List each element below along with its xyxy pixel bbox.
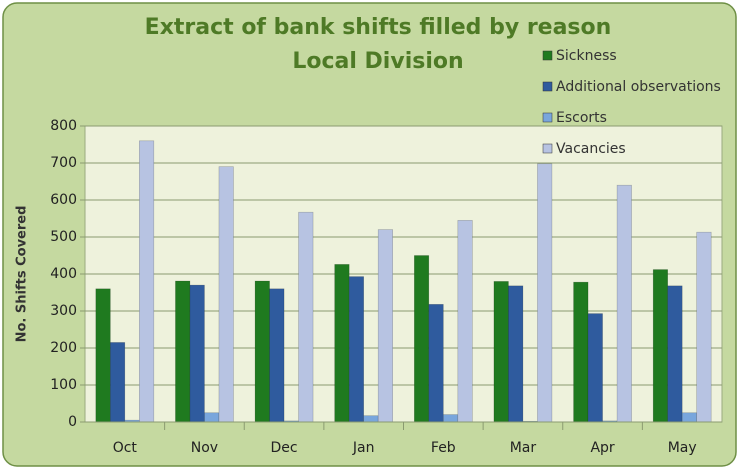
bar xyxy=(652,269,668,423)
bar xyxy=(616,184,632,423)
bar xyxy=(254,280,270,423)
chart-subtitle: Local Division xyxy=(292,49,463,74)
y-axis-label: No. Shifts Covered xyxy=(15,206,30,343)
bar xyxy=(363,415,379,423)
bar xyxy=(348,276,364,423)
x-tick-label: May xyxy=(668,440,697,456)
bar xyxy=(573,281,589,423)
bar xyxy=(218,166,234,423)
legend-label: Additional observations xyxy=(556,79,721,95)
y-tick-label: 0 xyxy=(68,414,77,430)
legend-label: Sickness xyxy=(556,48,617,64)
y-tick-label: 600 xyxy=(50,192,77,208)
x-tick-label: Mar xyxy=(510,440,537,456)
x-tick-label: Dec xyxy=(271,440,298,456)
chart-title: Extract of bank shifts filled by reason xyxy=(145,15,612,40)
bar xyxy=(696,231,712,423)
bar xyxy=(493,281,509,423)
bar xyxy=(189,284,205,423)
bar xyxy=(139,140,155,423)
x-tick-label: Jan xyxy=(352,440,375,456)
bar xyxy=(204,412,220,423)
y-tick-label: 200 xyxy=(50,340,77,356)
bar xyxy=(681,412,697,423)
bar xyxy=(443,414,459,423)
bar xyxy=(414,255,430,423)
legend-swatch xyxy=(542,50,553,61)
x-tick-label: Oct xyxy=(113,440,138,456)
bar xyxy=(508,285,524,423)
legend-label: Escorts xyxy=(556,110,607,126)
x-tick-label: Nov xyxy=(191,440,218,456)
y-tick-label: 700 xyxy=(50,155,77,171)
y-tick-label: 100 xyxy=(50,377,77,393)
bar xyxy=(377,229,393,423)
bar xyxy=(334,264,350,423)
x-tick-label: Feb xyxy=(431,440,456,456)
x-tick-label: Apr xyxy=(590,440,614,456)
legend-swatch xyxy=(542,112,553,123)
bar xyxy=(95,288,111,423)
bar xyxy=(457,220,473,423)
legend-swatch xyxy=(542,143,553,154)
bar xyxy=(428,304,444,423)
legend-swatch xyxy=(542,81,553,92)
bar xyxy=(110,342,126,423)
y-tick-label: 500 xyxy=(50,229,77,245)
bar xyxy=(667,285,683,423)
legend-label: Vacancies xyxy=(556,141,626,157)
y-tick-label: 400 xyxy=(50,266,77,282)
bar xyxy=(537,163,553,423)
y-tick-label: 300 xyxy=(50,303,77,319)
y-tick-label: 800 xyxy=(50,118,77,134)
bar xyxy=(175,280,191,423)
bar xyxy=(269,288,285,423)
bar xyxy=(298,211,314,423)
bar xyxy=(587,313,603,423)
